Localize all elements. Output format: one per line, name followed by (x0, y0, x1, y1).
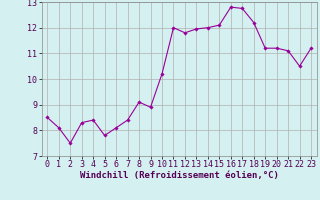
X-axis label: Windchill (Refroidissement éolien,°C): Windchill (Refroidissement éolien,°C) (80, 171, 279, 180)
